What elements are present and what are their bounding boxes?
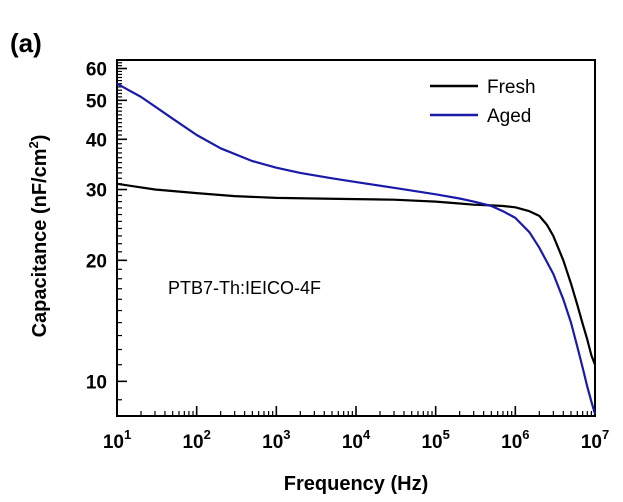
panel-label: (a) <box>10 28 42 58</box>
series-lines <box>116 82 597 415</box>
y-axis-label: Capacitance (nF/cm2) <box>26 135 51 338</box>
x-tick-base: 10 <box>103 432 124 453</box>
x-tick-exponent: 5 <box>443 427 450 442</box>
y-tick-label: 10 <box>86 372 107 393</box>
y-axis-label-superscript: 2 <box>26 141 41 148</box>
y-tick-label: 30 <box>86 181 107 202</box>
x-tick-exponent: 4 <box>363 427 371 442</box>
minor-ticks <box>117 59 592 416</box>
x-tick-label: 101 <box>103 427 131 453</box>
x-tick-exponent: 7 <box>602 427 609 442</box>
y-axis-label-end: ) <box>29 135 51 142</box>
x-tick-label: 102 <box>182 427 210 453</box>
y-tick-label: 40 <box>86 130 107 151</box>
y-tick-label: 50 <box>86 91 107 112</box>
legend-aged-label: Aged <box>487 106 531 127</box>
y-tick-label: 60 <box>86 60 107 81</box>
y-axis-ticks: 10 20 30 40 50 60 <box>86 60 127 393</box>
x-tick-exponent: 6 <box>522 427 529 442</box>
series-line-fresh <box>116 182 597 366</box>
x-tick-label: 107 <box>581 427 609 453</box>
annotation-label: PTB7-Th:IEICO-4F <box>168 278 321 298</box>
y-axis-label-main: Capacitance (nF/cm <box>29 148 51 337</box>
x-tick-label: 105 <box>421 427 449 453</box>
legend: Fresh Aged <box>430 77 536 127</box>
x-tick-exponent: 1 <box>124 427 131 442</box>
y-tick-label: 20 <box>86 251 107 272</box>
x-axis-label: Frequency (Hz) <box>284 473 428 495</box>
x-tick-base: 10 <box>501 432 522 453</box>
x-tick-base: 10 <box>421 432 442 453</box>
x-tick-label: 103 <box>262 427 290 453</box>
x-tick-base: 10 <box>182 432 203 453</box>
x-axis-ticks: 101 102 103 104 105 106 107 <box>103 406 609 453</box>
x-tick-label: 104 <box>342 427 371 453</box>
x-tick-base: 10 <box>581 432 602 453</box>
x-tick-exponent: 2 <box>204 427 211 442</box>
x-tick-exponent: 3 <box>283 427 290 442</box>
series-line-aged <box>116 82 597 415</box>
x-tick-base: 10 <box>262 432 283 453</box>
x-tick-label: 106 <box>501 427 529 453</box>
x-tick-base: 10 <box>342 432 363 453</box>
legend-fresh-label: Fresh <box>487 77 536 98</box>
